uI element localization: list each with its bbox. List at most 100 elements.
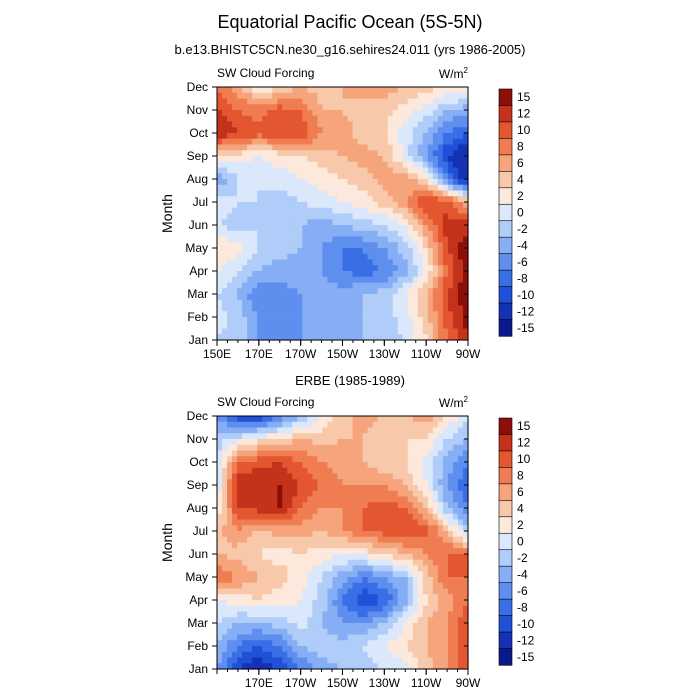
- heatmap-cell: [307, 554, 313, 561]
- heatmap-cell: [262, 179, 268, 186]
- heatmap-cell: [422, 513, 429, 521]
- heatmap-cell: [422, 623, 429, 630]
- heatmap-cell: [357, 588, 364, 595]
- heatmap-cell: [377, 502, 384, 509]
- heatmap-cell: [252, 651, 258, 659]
- heatmap-cell: [412, 144, 419, 151]
- heatmap-cell: [352, 646, 359, 653]
- heatmap-cell: [367, 433, 374, 440]
- heatmap-cell: [262, 617, 268, 624]
- heatmap-cell: [322, 156, 329, 163]
- heatmap-cell: [292, 473, 298, 480]
- heatmap-cell: [322, 328, 329, 335]
- heatmap-cell: [357, 156, 364, 163]
- heatmap-cell: [402, 236, 409, 243]
- heatmap-cell: [407, 156, 414, 163]
- heatmap-cell: [422, 548, 429, 555]
- heatmap-cell: [232, 127, 238, 134]
- heatmap-cell: [422, 490, 429, 498]
- x-tick-label: 150W: [327, 347, 359, 361]
- heatmap-cell: [257, 508, 263, 515]
- heatmap-cell: [397, 190, 404, 197]
- heatmap-cell: [332, 427, 339, 434]
- heatmap-cell: [392, 121, 399, 128]
- heatmap-cell: [292, 646, 298, 653]
- heatmap-cell: [402, 184, 409, 192]
- heatmap-cell: [422, 582, 429, 590]
- heatmap-cell: [297, 133, 303, 140]
- heatmap-cell: [272, 611, 278, 618]
- heatmap-cell: [462, 439, 469, 446]
- heatmap-cell: [422, 150, 429, 157]
- heatmap-cell: [297, 161, 303, 169]
- heatmap-cell: [432, 588, 439, 595]
- panel1-plot: SW Cloud Forcing W/m2JanFebMarAprMayJunJu…: [159, 66, 535, 361]
- heatmap-cell: [267, 156, 273, 163]
- heatmap-cell: [387, 582, 394, 590]
- heatmap-cell: [447, 311, 454, 318]
- heatmap-cell: [247, 328, 253, 335]
- heatmap-cell: [352, 334, 359, 341]
- heatmap-cell: [227, 98, 233, 105]
- heatmap-cell: [332, 87, 339, 94]
- heatmap-cell: [342, 651, 349, 659]
- heatmap-cell: [362, 87, 369, 94]
- heatmap-cell: [402, 294, 409, 301]
- heatmap-cell: [292, 317, 298, 324]
- heatmap-cell: [292, 259, 298, 266]
- heatmap-cell: [257, 248, 263, 255]
- heatmap-cell: [392, 110, 399, 117]
- heatmap-cell: [312, 288, 318, 295]
- heatmap-cell: [262, 127, 268, 134]
- heatmap-cell: [217, 594, 223, 601]
- heatmap-cell: [352, 219, 359, 226]
- heatmap-cell: [272, 271, 278, 278]
- heatmap-cell: [257, 588, 263, 595]
- heatmap-cell: [247, 594, 253, 601]
- heatmap-cell: [237, 513, 243, 521]
- heatmap-cell: [367, 473, 374, 480]
- heatmap-cell: [417, 490, 424, 498]
- heatmap-cell: [362, 311, 369, 318]
- heatmap-cell: [282, 115, 288, 123]
- heatmap-cell: [357, 173, 364, 180]
- heatmap-cell: [227, 519, 233, 526]
- heatmap-cell: [422, 496, 429, 503]
- heatmap-cell: [272, 173, 278, 180]
- heatmap-cell: [317, 588, 324, 595]
- heatmap-cell: [257, 450, 263, 457]
- heatmap-cell: [402, 531, 409, 538]
- heatmap-cell: [337, 265, 344, 272]
- heatmap-cell: [452, 462, 459, 469]
- heatmap-cell: [417, 594, 424, 601]
- heatmap-cell: [222, 582, 228, 590]
- heatmap-cell: [402, 265, 409, 272]
- heatmap-cell: [432, 462, 439, 469]
- heatmap-cell: [447, 328, 454, 335]
- heatmap-cell: [387, 617, 394, 624]
- heatmap-cell: [277, 271, 283, 278]
- heatmap-cell: [462, 202, 469, 209]
- heatmap-cell: [247, 87, 253, 94]
- heatmap-cell: [382, 519, 389, 526]
- heatmap-cell: [317, 490, 324, 498]
- heatmap-cell: [352, 640, 359, 647]
- heatmap-cell: [402, 253, 409, 261]
- heatmap-cell: [282, 133, 288, 140]
- heatmap-cell: [422, 115, 429, 123]
- heatmap-cell: [382, 485, 389, 492]
- heatmap-cell: [252, 179, 258, 186]
- heatmap-cell: [232, 588, 238, 595]
- heatmap-cell: [297, 450, 303, 457]
- heatmap-cell: [342, 196, 349, 203]
- heatmap-cell: [342, 565, 349, 572]
- heatmap-cell: [277, 322, 283, 330]
- heatmap-cell: [462, 571, 469, 578]
- heatmap-cell: [322, 456, 329, 463]
- heatmap-cell: [352, 473, 359, 480]
- heatmap-cell: [297, 444, 303, 452]
- heatmap-cell: [292, 213, 298, 220]
- heatmap-cell: [367, 161, 374, 169]
- heatmap-cell: [292, 479, 298, 486]
- heatmap-cell: [317, 600, 324, 607]
